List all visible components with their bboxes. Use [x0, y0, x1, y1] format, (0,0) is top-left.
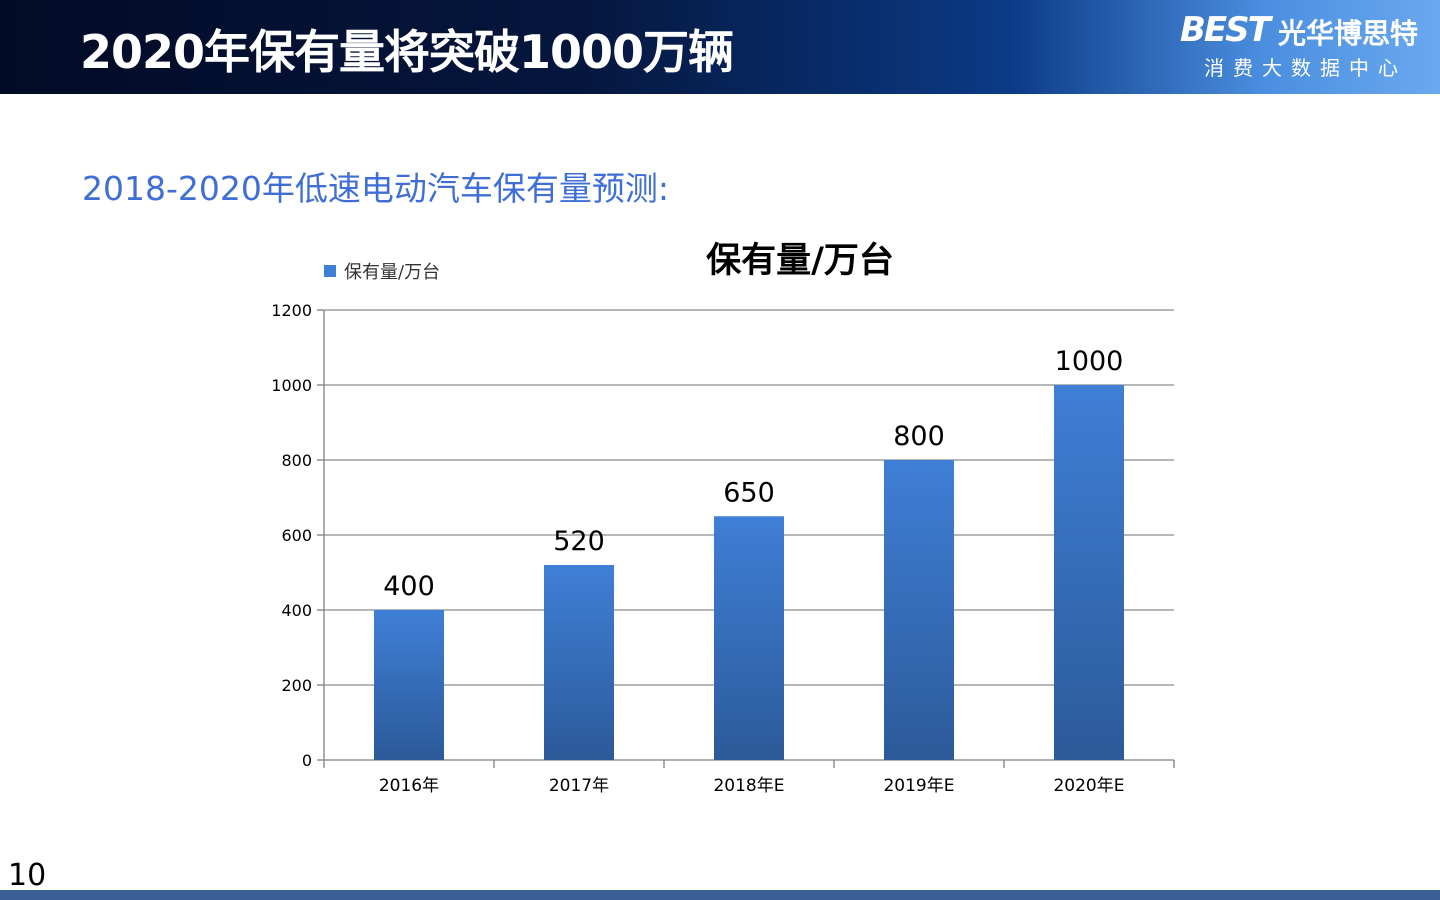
- data-label: 400: [383, 571, 435, 602]
- x-tick-label: 2020年E: [1053, 776, 1124, 796]
- bar: [544, 565, 614, 760]
- bar: [884, 460, 954, 760]
- data-label: 650: [723, 477, 775, 508]
- data-label: 800: [893, 421, 945, 452]
- y-tick-label: 200: [281, 676, 312, 695]
- page-number: 10: [8, 858, 47, 893]
- x-tick-label: 2019年E: [883, 776, 954, 796]
- legend-swatch: [324, 265, 336, 277]
- y-tick-label: 400: [281, 601, 312, 620]
- data-label: 520: [553, 526, 605, 557]
- logo-company-name: 光华博思特: [1278, 17, 1419, 50]
- legend-label: 保有量/万台: [344, 262, 440, 283]
- bar: [714, 516, 784, 760]
- logo-mark: BEST: [1180, 10, 1271, 50]
- y-tick-label: 1200: [271, 301, 312, 320]
- chart-title: 保有量/万台: [706, 240, 894, 281]
- y-tick-label: 1000: [271, 376, 312, 395]
- bar: [1054, 385, 1124, 760]
- footer-bar: [0, 890, 1440, 900]
- header-bar: 2020年保有量将突破1000万辆 BEST 光华博思特 消费大数据中心: [0, 0, 1440, 94]
- y-tick-label: 800: [281, 451, 312, 470]
- x-tick-label: 2018年E: [713, 776, 784, 796]
- section-subtitle: 2018-2020年低速电动汽车保有量预测:: [82, 169, 669, 208]
- page-title: 2020年保有量将突破1000万辆: [80, 25, 734, 79]
- y-tick-label: 0: [302, 751, 312, 770]
- logo-tagline: 消费大数据中心: [1204, 56, 1407, 80]
- y-tick-label: 600: [281, 526, 312, 545]
- data-label: 1000: [1055, 346, 1124, 377]
- company-logo: BEST 光华博思特 消费大数据中心: [1180, 8, 1430, 86]
- x-tick-label: 2016年: [379, 776, 439, 796]
- bar: [374, 610, 444, 760]
- x-tick-label: 2017年: [549, 776, 609, 796]
